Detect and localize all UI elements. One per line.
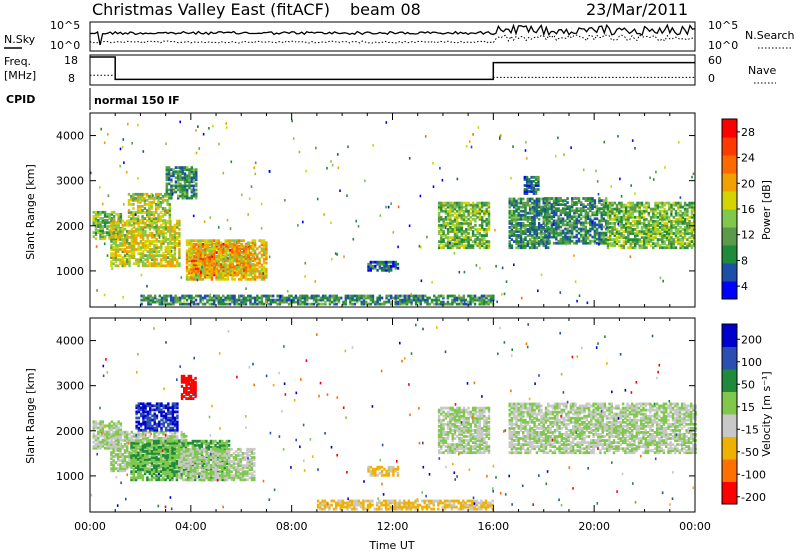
frequency-line (90, 56, 695, 81)
nave-label: Nave (748, 64, 776, 77)
velocity-plot: 1000 2000 3000 4000 00:00 04:00 08:00 12:00 16:… (24, 317, 711, 552)
noise-tick-bottom-right: 10^0 (708, 39, 738, 52)
x-tick-label: 04:00 (175, 520, 207, 533)
x-tick-label: 00:00 (679, 520, 711, 533)
x-tick-label: 12:00 (377, 520, 409, 533)
colorbar-tick-label: 20 (741, 177, 755, 190)
colorbar-tick-label: -15 (741, 423, 759, 436)
nave-tick-top: 60 (708, 54, 722, 67)
figure-title: Christmas Valley East (fitACF) (92, 0, 330, 19)
y-tick-label: 3000 (56, 380, 84, 393)
x-tick-label: 08:00 (276, 520, 308, 533)
velocity-colorbar-label: Velocity [m s⁻¹] (760, 371, 773, 456)
cpid-program: normal 150 IF (94, 94, 180, 107)
cpid-panel: CPID normal 150 IF (6, 88, 180, 110)
colorbar-tick-label: -50 (741, 446, 759, 459)
y-tick-label: 4000 (56, 130, 84, 143)
colorbar-tick-label: 15 (741, 401, 755, 414)
x-tick-label: 00:00 (74, 520, 106, 533)
velocity-y-axis-label: Slant Range [km] (24, 368, 37, 464)
beam-label: beam 08 (350, 0, 421, 19)
colorbar-tick-label: 16 (741, 203, 755, 216)
frequency-panel: Freq. [MHz] 18 8 60 0 Nave (4, 54, 776, 86)
y-tick-label: 2000 (56, 220, 84, 233)
nave-tick-bottom: 0 (708, 72, 715, 85)
cpid-label: CPID (6, 93, 35, 106)
noise-sky-label: N.Sky (4, 33, 36, 46)
freq-tick-bottom: 8 (68, 72, 75, 85)
power-data-cells (90, 119, 696, 306)
noise-tick-top-right: 10^5 (708, 19, 738, 32)
power-colorbar-label: Power [dB] (760, 180, 773, 240)
y-tick-label: 3000 (56, 175, 84, 188)
colorbar-tick-label: 200 (741, 333, 762, 346)
noise-search-line (89, 34, 696, 44)
date-label: 23/Mar/2011 (586, 0, 688, 19)
power-y-axis-label: Slant Range [km] (24, 164, 37, 260)
y-tick-label: 2000 (56, 425, 84, 438)
nave-line (90, 74, 695, 80)
noise-panel: N.Sky 10^5 10^0 10^5 10^0 N.Search (4, 19, 795, 52)
x-tick-label: 16:00 (477, 520, 509, 533)
colorbar-tick-label: 28 (741, 126, 755, 139)
power-colorbar: 28 24 20 16 12 8 4 Power [dB] (721, 118, 773, 300)
colorbar-tick-label: 8 (741, 254, 748, 267)
colorbar-tick-label: 100 (741, 356, 762, 369)
noise-search-label: N.Search (745, 29, 795, 42)
y-tick-label: 4000 (56, 335, 84, 348)
colorbar-tick-label: 50 (741, 378, 755, 391)
freq-label-line1: Freq. (4, 55, 31, 68)
y-tick-label: 1000 (56, 470, 84, 483)
colorbar-tick-label: 12 (741, 229, 755, 242)
colorbar-tick-label: 4 (741, 280, 748, 293)
x-axis-label: Time UT (368, 539, 414, 552)
x-tick-label: 20:00 (578, 520, 610, 533)
noise-sky-line (89, 23, 696, 46)
colorbar-tick-label: 24 (741, 152, 755, 165)
colorbar-tick-label: -200 (741, 491, 766, 504)
noise-tick-bottom-left: 10^0 (50, 39, 80, 52)
noise-tick-top-left: 10^5 (50, 19, 80, 32)
velocity-colorbar: 200 100 50 15 -15 -50 -100 -200 Velocity [m s⁻¹… (721, 323, 773, 505)
colorbar-tick-label: -100 (741, 468, 766, 481)
freq-label-line2: [MHz] (4, 69, 36, 82)
y-tick-label: 1000 (56, 265, 84, 278)
power-plot: 1000 2000 3000 4000 Slant Range [km] (24, 112, 696, 308)
freq-tick-top: 18 (64, 54, 78, 67)
velocity-data-cells (90, 323, 697, 511)
